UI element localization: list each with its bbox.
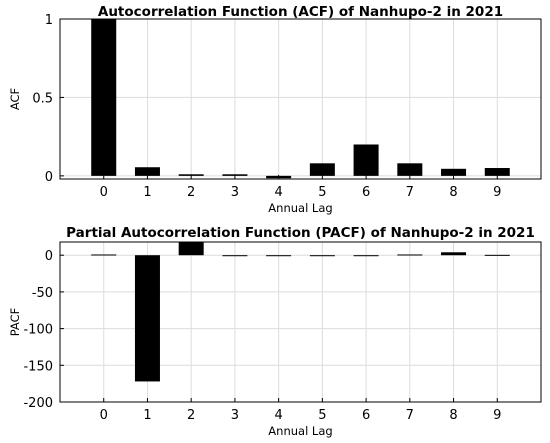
acf-bar-lag-8 [441, 168, 467, 176]
pacf-plot-frame [59, 241, 542, 403]
pacf-x-tick-label: 9 [493, 408, 501, 423]
pacf-x-tick-label: 4 [274, 408, 282, 423]
pacf-bar-lag-6 [353, 255, 379, 257]
acf-bar-lag-9 [484, 168, 510, 176]
acf-bar-lag-0 [91, 19, 117, 176]
acf-chart-title: Autocorrelation Function (ACF) of Nanhup… [98, 4, 503, 20]
acf-plot-frame [59, 18, 542, 180]
pacf-bar-lag-4 [266, 255, 292, 257]
pacf-x-tick-label: 5 [318, 408, 326, 423]
pacf-x-tick-label: 2 [187, 408, 195, 423]
pacf-bar-lag-7 [397, 254, 423, 256]
pacf-x-axis-label: Annual Lag [268, 424, 332, 438]
pacf-x-tick-label: 6 [362, 408, 370, 423]
pacf-y-tick-label: 0 [45, 249, 53, 264]
acf-x-tick-label: 6 [362, 185, 370, 200]
acf-bar-lag-6 [353, 144, 379, 176]
pacf-x-tick-label: 7 [406, 408, 414, 423]
pacf-bar-lag-5 [309, 255, 335, 257]
acf-bar-lag-1 [134, 167, 160, 176]
pacf-bar-lag-3 [222, 255, 248, 257]
pacf-x-tick-label: 3 [231, 408, 239, 423]
pacf-y-tick-label: -150 [23, 359, 53, 374]
pacf-chart-title: Partial Autocorrelation Function (PACF) … [66, 225, 535, 241]
acf-y-tick-label: 0.5 [32, 91, 53, 106]
acf-x-tick-label: 5 [318, 185, 326, 200]
acf-y-tick-label: 1 [45, 13, 53, 28]
acf-bar-lag-7 [397, 163, 423, 176]
acf-x-axis-label: Annual Lag [268, 201, 332, 215]
acf-x-tick-label: 7 [406, 185, 414, 200]
pacf-y-tick-label: -100 [23, 323, 53, 338]
pacf-x-tick-label: 1 [143, 408, 151, 423]
pacf-bar-lag-2 [178, 242, 204, 256]
pacf-chart: Partial Autocorrelation Function (PACF) … [8, 225, 542, 438]
pacf-bar-lag-9 [484, 254, 510, 256]
acf-x-tick-label: 0 [100, 185, 108, 200]
acf-x-tick-label: 8 [449, 185, 457, 200]
acf-bar-lag-5 [309, 163, 335, 176]
pacf-bar-lag-8 [441, 252, 467, 256]
acf-x-tick-label: 9 [493, 185, 501, 200]
acf-x-tick-label: 2 [187, 185, 195, 200]
acf-y-axis-label: ACF [8, 88, 22, 110]
pacf-x-tick-label: 0 [100, 408, 108, 423]
acf-x-tick-label: 1 [143, 185, 151, 200]
pacf-y-tick-label: -50 [32, 286, 53, 301]
pacf-y-axis-label: PACF [8, 308, 22, 337]
pacf-bar-lag-1 [134, 255, 160, 382]
acf-chart: Autocorrelation Function (ACF) of Nanhup… [8, 4, 542, 215]
acf-y-tick-label: 0 [45, 170, 53, 185]
acf-x-tick-label: 4 [274, 185, 282, 200]
pacf-x-tick-label: 8 [449, 408, 457, 423]
pacf-y-tick-label: -200 [23, 396, 53, 411]
acf-x-tick-label: 3 [231, 185, 239, 200]
pacf-bar-lag-0 [91, 254, 117, 256]
